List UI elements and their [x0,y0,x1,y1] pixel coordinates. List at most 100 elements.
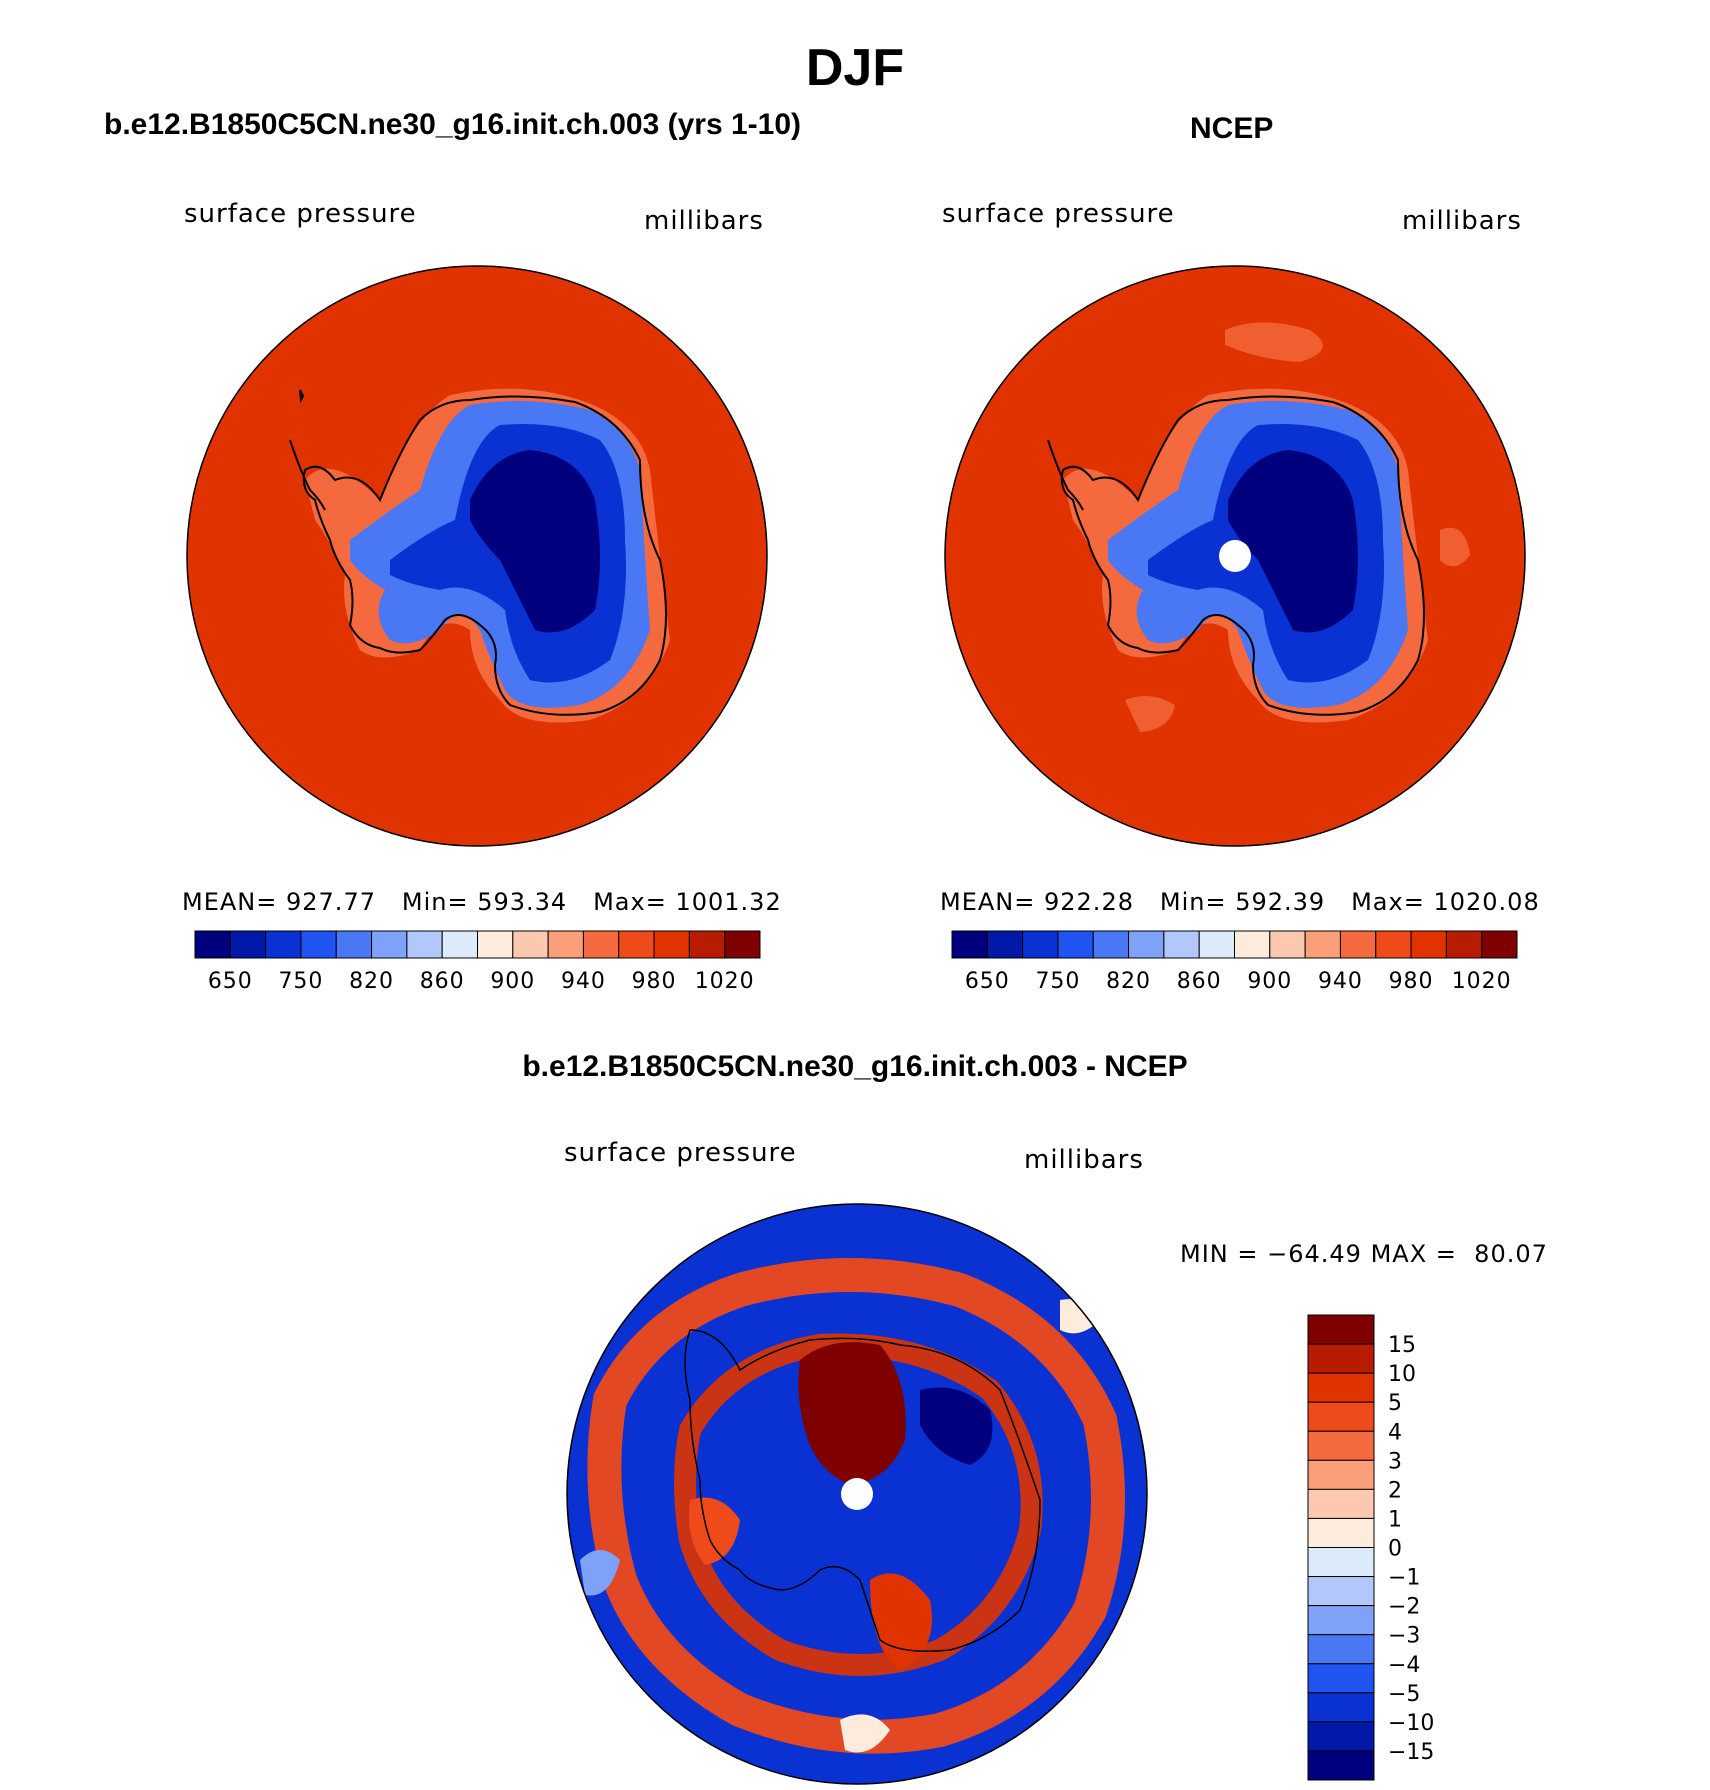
diff-light-band-3 [840,1714,890,1753]
diff-ring-outer [587,1258,1125,1754]
model-coastline [302,395,667,716]
diff-colorbar-swatch [1307,1663,1375,1694]
obs-units-label: millibars [1402,206,1522,236]
model-min-value: 593.34 [477,888,568,916]
obs-colorbar-tick-label: 940 [1318,969,1363,994]
obs-ocean-low-patch-3 [1440,527,1470,567]
obs-map [944,265,1526,847]
model-colorbar-swatch [194,930,231,959]
obs-colorbar-swatch [1198,930,1235,959]
diff-light-band-1 [580,1550,620,1596]
model-colorbar-tick-label: 980 [632,969,677,994]
obs-ice-dome [1228,450,1358,633]
model-map-border [186,265,768,847]
obs-colorbar-swatch [1092,930,1130,959]
obs-ocean-low-patch-1 [1225,322,1323,362]
model-panel-title: b.e12.B1850C5CN.ne30_g16.init.ch.003 (yr… [104,108,802,141]
diff-positive-west [689,1497,740,1565]
diff-colorbar-tick-label: 4 [1388,1420,1402,1445]
diff-colorbar-tick-label: 2 [1388,1478,1402,1503]
diff-colorbar-swatch [1307,1401,1375,1432]
model-peninsula-coast [289,439,326,511]
obs-mean-value: 922.28 [1044,888,1134,916]
obs-colorbar-swatch [1022,930,1059,959]
diff-colorbar-swatch [1307,1547,1375,1578]
diff-colorbar-tick-label: −3 [1388,1624,1420,1649]
obs-colorbar-swatch [1445,930,1483,959]
diff-negative-east [920,1387,993,1465]
diff-colorbar-swatch [1307,1634,1375,1665]
diff-colorbar-tick-label: −2 [1388,1595,1420,1620]
diff-min-label: MIN = [1180,1240,1259,1268]
model-colorbar-tick-label: 650 [208,969,253,994]
diff-map [566,1203,1148,1785]
diff-colorbar-swatch [1307,1692,1375,1723]
model-mean-label: MEAN= [182,888,278,916]
model-colorbar-tick-label: 1020 [695,969,755,994]
model-colorbar-swatch [406,930,443,959]
diff-max-label: MAX = [1370,1240,1457,1268]
obs-min-value: 592.39 [1235,888,1326,916]
diff-colorbar-swatch [1307,1372,1375,1403]
diff-colorbar-tick-label: −5 [1388,1682,1420,1707]
model-colorbar-swatch [512,930,549,959]
diff-colorbar-tick-label: 5 [1388,1391,1402,1416]
obs-colorbar-swatch [1234,930,1271,959]
figure-title: DJF [805,39,905,97]
diff-colorbar-tick-label: −15 [1388,1740,1434,1765]
model-colorbar: 650 750 820 860 900 940 980 1020 [194,930,761,994]
diff-colorbar-swatch [1307,1576,1375,1607]
model-stats: MEAN= 927.77 Min= 593.34 Max= 1001.32 [182,888,782,916]
model-ice-dome [470,450,600,633]
obs-colorbar: 650 750 820 860 900 940 980 1020 [951,930,1518,994]
obs-colorbar-swatch [1481,930,1518,959]
diff-colorbar-tick-label: −4 [1388,1653,1420,1678]
obs-colorbar-swatch [1128,930,1165,959]
model-colorbar-swatch [335,930,373,959]
diff-pole-hole [841,1478,873,1510]
diff-colorbar-swatch [1307,1750,1375,1781]
obs-colorbar-swatch [1269,930,1306,959]
model-max-label: Max= [593,888,667,916]
obs-map-border [944,265,1526,847]
obs-colorbar-swatch [1057,930,1094,959]
obs-peninsula-coast [1047,439,1084,511]
obs-panel-title: NCEP [1190,112,1274,145]
diff-min-value: −64.49 [1267,1240,1362,1268]
obs-colorbar-tick-label: 650 [965,969,1010,994]
model-colorbar-swatch [441,930,478,959]
model-colorbar-tick-label: 900 [490,969,535,994]
obs-max-value: 1020.08 [1433,888,1540,916]
model-colorbar-swatch [688,930,726,959]
model-colorbar-swatch [547,930,584,959]
diff-colorbar-tick-label: 0 [1388,1537,1402,1562]
model-colorbar-tick-label: 940 [561,969,606,994]
obs-colorbar-swatch [986,930,1024,959]
model-units-label: millibars [644,206,764,236]
model-map [186,265,768,847]
diff-colorbar-tick-label: −1 [1388,1566,1420,1591]
diff-field [580,1258,1125,1754]
obs-colorbar-swatch [951,930,988,959]
diff-colorbar-swatch [1307,1430,1375,1461]
obs-colorbar-tick-label: 860 [1177,969,1222,994]
obs-colorbar-swatch [1410,930,1447,959]
model-colorbar-swatch [477,930,514,959]
diff-units-label: millibars [1024,1145,1144,1175]
obs-variable-label: surface pressure [942,199,1175,229]
model-island [299,389,305,404]
model-colorbar-tick-label: 750 [278,969,323,994]
model-colorbar-tick-label: 820 [349,969,394,994]
diff-colorbar-swatch [1307,1721,1375,1752]
diff-coastline [684,1329,1041,1652]
obs-mean-label: MEAN= [940,888,1036,916]
diff-colorbar-tick-label: 1 [1388,1507,1402,1532]
obs-coastline [1060,395,1425,716]
diff-colorbar-swatch [1307,1459,1375,1490]
diff-colorbar-swatch [1307,1517,1375,1548]
diff-colorbar-swatch [1307,1605,1375,1636]
model-colorbar-swatch [653,930,690,959]
diff-colorbar-tick-label: −10 [1388,1711,1434,1736]
